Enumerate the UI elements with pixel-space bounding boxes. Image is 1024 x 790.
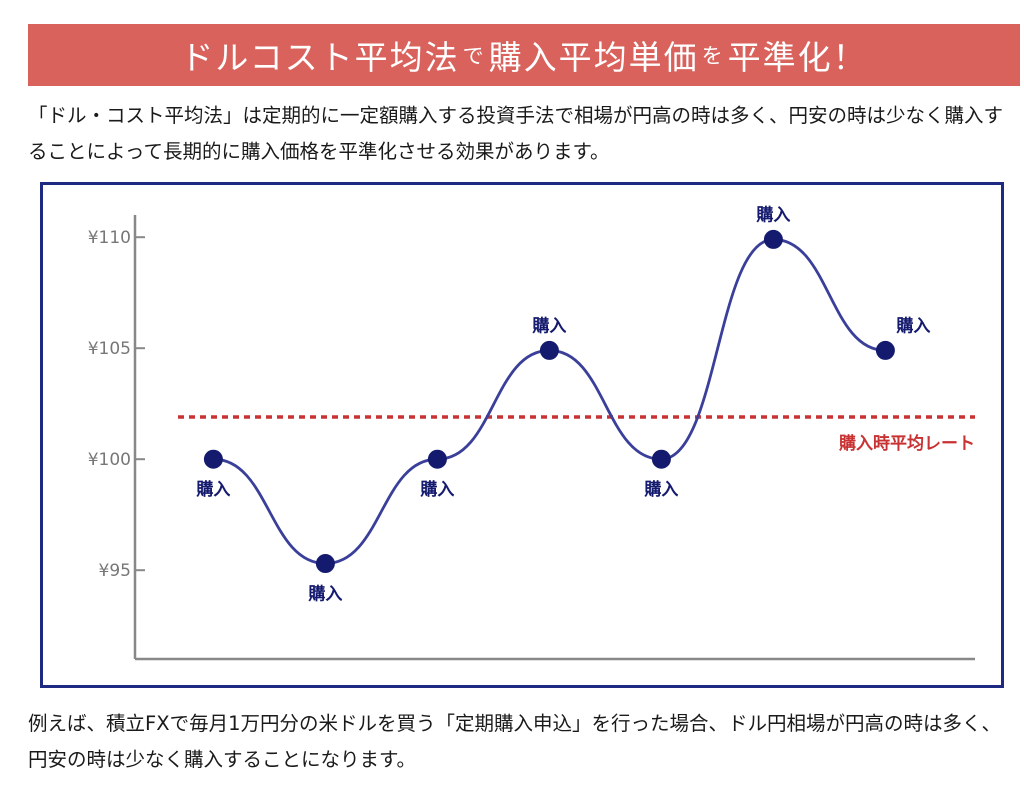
y-tick-label: ¥100 [88,450,131,470]
purchase-point-label: 購入 [532,315,566,336]
title-part-1: ドルコスト平均法 [180,38,460,77]
title-part-2: で [462,44,486,68]
title-part-3: 購入平均単価 [488,38,699,77]
purchase-point [315,554,335,574]
purchase-point-label: 購入 [308,584,342,605]
y-tick-label: ¥110 [88,228,131,248]
purchase-point-label: 購入 [196,479,230,500]
y-tick-label: ¥105 [88,339,131,359]
purchase-point [427,449,447,469]
price-line [213,238,886,565]
purchase-point-label: 購入 [896,315,930,336]
purchase-point-label: 購入 [420,479,454,500]
outro-paragraph: 例えば、積立FXで毎月1万円分の米ドルを買う「定期購入申込」を行った場合、ドル円… [28,712,1001,771]
y-tick-label: ¥95 [99,561,131,581]
intro-paragraph: 「ドル・コスト平均法」は定期的に一定額購入する投資手法で相場が円高の時は多く、円… [28,104,1004,163]
average-rate-label: 購入時平均レート [839,433,975,454]
purchase-point [651,449,671,469]
purchase-point-label: 購入 [644,479,678,500]
title-part-4: を [701,44,725,68]
purchase-point [763,229,783,249]
purchase-point [875,340,895,360]
chart-frame: ¥110 ¥105 ¥100 ¥95 購入時平均レート 購入 購入 購入 購入 購入 購入 購入 [40,182,1004,688]
purchase-point-label: 購入 [756,204,790,225]
title-banner: ドルコスト平均法 で 購入平均単価 を 平準化！ [28,24,1020,86]
title-part-5: 平準化！ [727,38,868,77]
purchase-point [203,449,223,469]
purchase-point [539,340,559,360]
